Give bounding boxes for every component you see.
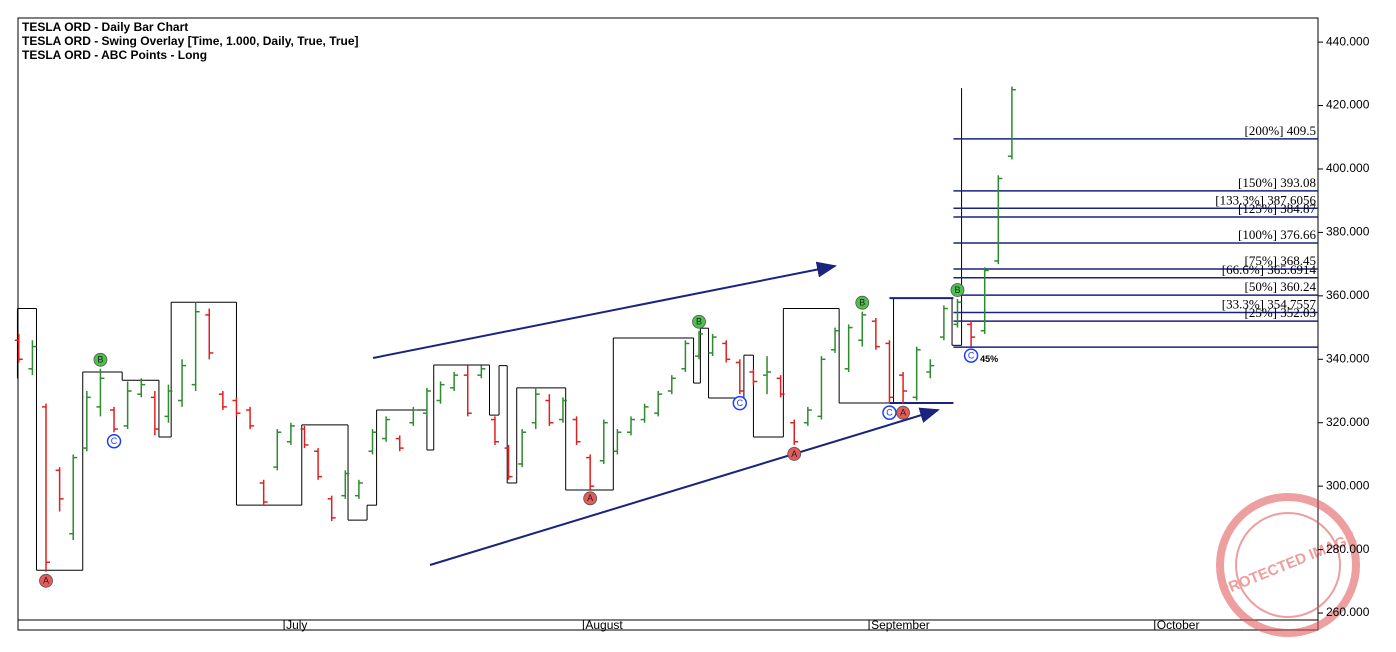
header-line: TESLA ORD - Swing Overlay [Time, 1.000, … <box>22 34 359 48</box>
y-tick-label: 440.000 <box>1326 34 1370 48</box>
level-label: [200%] 409.5 <box>1245 123 1317 138</box>
level-label: [100%] 376.66 <box>1238 227 1316 242</box>
abc-marker <box>787 447 802 461</box>
y-tick-label: 300.000 <box>1326 478 1370 492</box>
y-tick-label: 280.000 <box>1326 542 1370 556</box>
abc-label: B <box>696 317 702 327</box>
abc-marker <box>896 405 910 420</box>
abc-label: A <box>900 408 906 418</box>
level-label: [133.3%] 387.6056 <box>1215 192 1316 207</box>
abc-label: A <box>587 493 593 503</box>
y-tick-label: 400.000 <box>1326 161 1370 175</box>
abc-marker <box>882 405 897 420</box>
watermark-text: PROTECTED IMAGE <box>1217 529 1359 599</box>
trend-arrow <box>429 407 940 566</box>
level-label: [150%] 393.08 <box>1238 175 1316 190</box>
abc-marker <box>106 433 122 449</box>
y-tick-label: 360.000 <box>1326 288 1370 302</box>
header-line: TESLA ORD - ABC Points - Long <box>22 48 207 62</box>
abc-marker <box>93 352 108 367</box>
abc-label: C <box>886 408 893 418</box>
y-tick-label: 420.000 <box>1326 98 1370 112</box>
level-label: [66.6%] 365.6914 <box>1222 262 1317 277</box>
level-label: [125%] 384.87 <box>1238 201 1316 216</box>
plot-frame <box>17 17 1319 631</box>
c-note: 45% <box>980 354 998 364</box>
abc-label: B <box>97 355 103 365</box>
abc-label: B <box>954 285 960 295</box>
header-line: TESLA ORD - Daily Bar Chart <box>22 20 188 34</box>
level-label: [25%] 352.03 <box>1245 305 1317 320</box>
abc-marker <box>855 295 870 310</box>
level-label: [75%] 368.45 <box>1245 253 1317 268</box>
y-tick-label: 380.000 <box>1326 225 1370 239</box>
x-tick-label: October <box>1157 618 1200 632</box>
x-tick-label: July <box>286 618 307 632</box>
abc-marker <box>583 491 598 506</box>
abc-marker <box>732 395 748 411</box>
watermark-ring <box>1216 493 1360 637</box>
abc-marker <box>39 573 53 588</box>
abc-label: A <box>43 576 49 586</box>
abc-marker <box>692 314 706 329</box>
abc-marker <box>963 348 979 363</box>
abc-label: A <box>791 449 797 459</box>
abc-label: C <box>111 436 118 446</box>
abc-marker <box>950 283 965 297</box>
level-label: [50%] 360.24 <box>1245 279 1317 294</box>
level-label: [33.3%] 354.7557 <box>1222 296 1317 311</box>
y-tick-label: 320.000 <box>1326 415 1370 429</box>
y-tick-label: 340.000 <box>1326 351 1370 365</box>
x-tick-label: September <box>871 618 930 632</box>
abc-label: C <box>968 350 975 360</box>
trend-arrow <box>372 261 837 359</box>
y-tick-label: 260.000 <box>1326 605 1370 619</box>
abc-label: B <box>859 298 865 308</box>
abc-label: C <box>737 398 744 408</box>
watermark-ring <box>1235 512 1341 618</box>
x-tick-label: August <box>585 618 623 632</box>
